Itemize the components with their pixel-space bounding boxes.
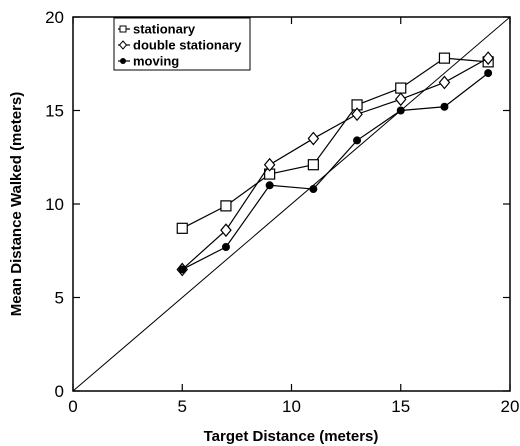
y-tick-label: 15 (45, 102, 64, 121)
series-filled-circle (178, 69, 493, 274)
data-point (178, 265, 187, 274)
data-point (395, 82, 407, 94)
y-axis-label: Mean Distance Walked (meters) (8, 92, 25, 317)
data-point (353, 136, 362, 145)
y-tick-label: 0 (55, 382, 64, 401)
axis-tick-labels: 0 5 10 15 20 0 5 10 15 20 (45, 8, 519, 416)
data-point (438, 52, 451, 64)
x-tick-label: 15 (391, 397, 410, 416)
legend-label: stationary (133, 22, 196, 37)
y-tick-label: 20 (45, 8, 64, 27)
data-point (394, 92, 407, 107)
series-line (181, 57, 489, 270)
y-tick-label: 10 (45, 195, 64, 214)
data-point (438, 75, 451, 90)
legend-box (113, 17, 251, 71)
data-point (440, 102, 449, 111)
data-point (221, 243, 230, 252)
series-line (181, 57, 489, 229)
data-point (220, 223, 232, 238)
x-tick-label: 5 (178, 397, 187, 416)
legend-marker (120, 58, 126, 64)
series-line (181, 72, 489, 270)
x-tick-label: 0 (68, 397, 77, 416)
legend-marker (119, 25, 127, 33)
legend-label: moving (133, 54, 179, 69)
series-diamond (176, 51, 494, 277)
x-axis-label: Target Distance (meters) (204, 428, 379, 445)
legend-item: moving (118, 54, 179, 69)
data-point (265, 181, 274, 190)
data-point (309, 185, 318, 194)
x-tick-label: 10 (282, 397, 301, 416)
data-point (351, 107, 363, 122)
legend-item: double stationary (118, 38, 242, 53)
data-point (482, 51, 494, 66)
reference-line (72, 16, 511, 392)
legend-label: double stationary (133, 38, 242, 53)
y-tick-label: 5 (55, 289, 64, 308)
x-tick-label: 20 (501, 397, 520, 416)
data-point (307, 131, 320, 146)
data-point (484, 69, 493, 78)
data-point (176, 222, 188, 234)
series-layer (176, 51, 494, 277)
data-point (307, 159, 319, 171)
legend-item: stationary (118, 22, 196, 37)
data-point (220, 200, 232, 212)
legend-marker (118, 40, 128, 50)
data-point (396, 106, 405, 115)
data-point (263, 157, 276, 172)
